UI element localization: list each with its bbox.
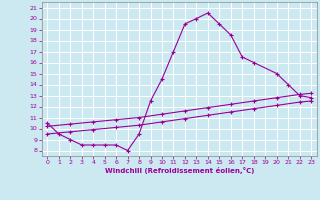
X-axis label: Windchill (Refroidissement éolien,°C): Windchill (Refroidissement éolien,°C) xyxy=(105,167,254,174)
